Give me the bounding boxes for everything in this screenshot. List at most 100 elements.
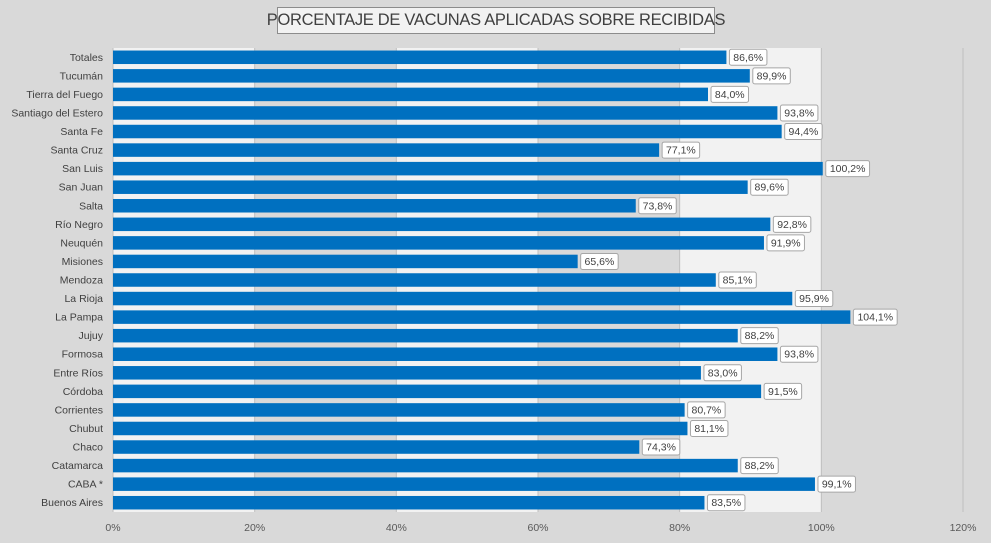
data-label: 100,2% <box>830 163 866 175</box>
data-label-box <box>740 457 779 475</box>
category-label: Formosa <box>62 349 104 361</box>
data-label: 84,0% <box>715 89 745 101</box>
data-label: 74,3% <box>646 442 676 454</box>
x-tick-label: 80% <box>669 522 690 534</box>
bar <box>113 384 762 399</box>
bar <box>113 421 688 436</box>
bar <box>113 440 640 454</box>
plot-band <box>821 48 963 512</box>
bar <box>113 366 701 380</box>
data-label: 85,1% <box>723 275 753 287</box>
bar <box>113 254 578 269</box>
x-tick-label: 100% <box>808 522 835 534</box>
data-label: 91,5% <box>768 386 798 398</box>
data-label: 94,4% <box>789 126 819 138</box>
data-label: 65,6% <box>585 256 615 268</box>
category-label: Totales <box>70 52 103 64</box>
category-label: Catamarca <box>52 460 104 472</box>
data-label-box <box>703 364 742 382</box>
data-label-box <box>852 308 898 326</box>
category-label: Neuquén <box>60 237 103 249</box>
data-label-box <box>825 160 871 178</box>
x-tick-label: 120% <box>950 522 977 534</box>
category-label: La Rioja <box>64 293 103 305</box>
data-label-box <box>706 494 746 512</box>
bar <box>113 291 793 306</box>
category-label: Río Negro <box>55 219 103 231</box>
bar <box>113 495 705 510</box>
category-label: Tierra del Fuego <box>26 89 103 101</box>
data-label-box <box>763 382 803 400</box>
data-label: 91,9% <box>771 237 801 249</box>
data-label: 92,8% <box>777 219 807 231</box>
data-label: 86,6% <box>733 52 763 64</box>
data-label-box <box>687 401 726 419</box>
x-tick-label: 60% <box>527 522 548 534</box>
data-label: 93,8% <box>784 349 814 361</box>
bar <box>113 310 851 324</box>
data-label: 95,9% <box>799 293 829 305</box>
bar <box>113 69 750 83</box>
data-label-box <box>710 85 749 103</box>
bar <box>113 199 636 213</box>
category-label: Tucumán <box>60 70 104 82</box>
category-label: Corrientes <box>55 404 103 416</box>
category-label: Chubut <box>69 423 103 435</box>
data-label-box <box>784 123 823 141</box>
data-label-box <box>661 141 701 159</box>
data-label: 104,1% <box>857 312 893 324</box>
data-label: 89,6% <box>755 182 785 194</box>
data-label: 80,7% <box>691 404 721 416</box>
data-label: 88,2% <box>745 460 775 472</box>
x-tick-label: 0% <box>105 522 120 534</box>
data-label: 89,9% <box>757 70 787 82</box>
bar <box>113 124 782 139</box>
category-label: Mendoza <box>60 275 103 287</box>
bar <box>113 106 778 120</box>
data-label-box <box>728 48 768 66</box>
data-label-box <box>718 271 757 289</box>
data-label-box <box>752 67 791 85</box>
data-label-box <box>740 327 779 345</box>
bar <box>113 143 660 157</box>
data-label-box <box>772 215 812 233</box>
category-label: Santa Fe <box>60 126 103 138</box>
category-label: Misiones <box>62 256 103 268</box>
x-tick-label: 40% <box>386 522 407 534</box>
category-label: Santiago del Estero <box>11 107 103 119</box>
category-label: Córdoba <box>63 386 103 398</box>
bar <box>113 236 764 250</box>
category-label: San Juan <box>59 182 104 194</box>
bar <box>113 273 716 287</box>
data-label: 99,1% <box>822 479 852 491</box>
bar <box>113 458 738 473</box>
data-label-box <box>750 178 789 196</box>
category-label: Entre Ríos <box>53 367 103 379</box>
category-label: CABA * <box>68 479 103 491</box>
data-label-box <box>580 252 619 270</box>
category-label: San Luis <box>62 163 103 175</box>
bar <box>113 477 815 491</box>
data-label-box <box>689 419 729 437</box>
chart-title: PORCENTAJE DE VACUNAS APLICADAS SOBRE RE… <box>267 7 726 34</box>
category-label: Buenos Aires <box>41 497 103 509</box>
data-label: 83,0% <box>708 367 738 379</box>
bar <box>113 347 778 361</box>
data-label: 83,5% <box>711 497 741 509</box>
data-label: 88,2% <box>745 330 775 342</box>
bar <box>113 161 823 176</box>
data-label-box <box>766 234 805 252</box>
data-label-box <box>817 475 856 493</box>
data-label: 73,8% <box>643 200 673 212</box>
bar <box>113 50 727 65</box>
data-label-box <box>779 345 819 363</box>
category-label: La Pampa <box>55 312 103 324</box>
data-label: 77,1% <box>666 145 696 157</box>
bar <box>113 180 748 194</box>
bar <box>113 403 685 417</box>
data-label-box <box>638 197 677 215</box>
data-label-box <box>641 438 681 456</box>
data-label-box <box>779 104 819 122</box>
